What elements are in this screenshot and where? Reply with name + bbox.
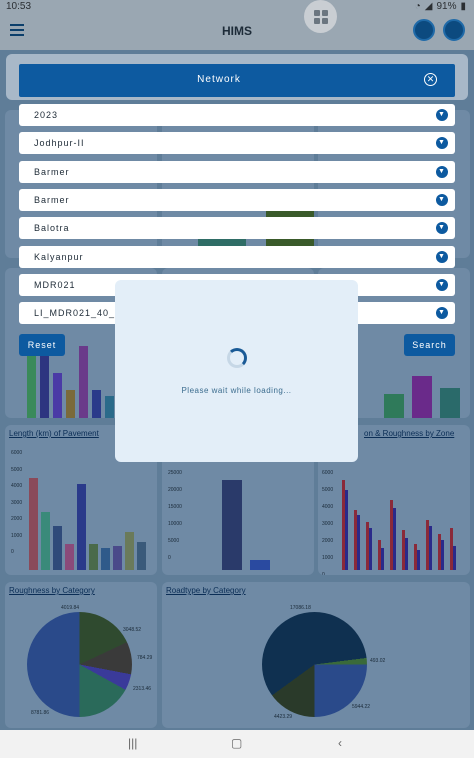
system-nav-bar: ||| ▢ ‹ (0, 730, 474, 758)
signal-icon: ◢ (424, 1, 433, 12)
bar (101, 548, 110, 570)
bar (137, 542, 146, 570)
chart-title: Roadtype by Category (166, 586, 246, 595)
wifi-icon: ◔ (414, 1, 421, 12)
page-title: HIMS (222, 24, 252, 38)
home-icon[interactable]: ▢ (231, 736, 243, 750)
chevron-down-icon: ▼ (436, 137, 448, 149)
chevron-down-icon: ▼ (436, 109, 448, 121)
chart-title: on & Roughness by Zone (364, 429, 455, 438)
spinner-icon (227, 348, 247, 368)
bar (89, 544, 98, 570)
battery-icon: ▮ (460, 1, 466, 12)
network-title: Network (197, 74, 241, 85)
bar (222, 480, 242, 570)
chevron-down-icon: ▼ (436, 279, 448, 291)
chevron-down-icon: ▼ (436, 222, 448, 234)
roughness-pie-chart: Roughness by Category 4019.84 3048.52 78… (5, 582, 157, 728)
status-time: 10:53 (6, 1, 32, 12)
grid-menu-button[interactable] (304, 0, 337, 33)
subdivision-dropdown[interactable]: Balotra ▼ (19, 217, 455, 239)
chart-title: Length (km) of Pavement (9, 429, 99, 438)
search-button[interactable]: Search (404, 334, 455, 356)
roadtype-pie-chart: Roadtype by Category 17086.18 493.02 594… (162, 582, 470, 728)
reset-button[interactable]: Reset (19, 334, 65, 356)
chevron-down-icon: ▼ (436, 251, 448, 263)
loading-dialog: Please wait while loading... (115, 280, 358, 462)
bar (250, 560, 270, 570)
bar (41, 512, 50, 570)
close-icon[interactable]: ✕ (424, 73, 437, 86)
year-dropdown[interactable]: 2023 ▼ (19, 104, 455, 126)
bar (29, 478, 38, 570)
chart-title: Roughness by Category (9, 586, 95, 595)
bar (125, 532, 134, 570)
bar (77, 484, 86, 570)
recents-icon[interactable]: ||| (128, 736, 138, 750)
info-icon[interactable] (443, 19, 465, 41)
status-bar: 10:53 ◔ ◢ 91% ▮ (0, 0, 474, 14)
filter-icon[interactable] (413, 19, 435, 41)
menu-icon[interactable] (10, 24, 24, 36)
block-dropdown[interactable]: Kalyanpur ▼ (19, 246, 455, 268)
bar (65, 544, 74, 570)
bar (53, 526, 62, 570)
app-bar: HIMS (0, 14, 474, 50)
chevron-down-icon: ▼ (436, 166, 448, 178)
chevron-down-icon: ▼ (436, 307, 448, 319)
network-header: Network ✕ (19, 64, 455, 97)
chevron-down-icon: ▼ (436, 194, 448, 206)
pie (27, 612, 132, 717)
zone-dropdown[interactable]: Jodhpur-II ▼ (19, 132, 455, 154)
pie (262, 612, 367, 717)
bar (113, 546, 122, 570)
division-dropdown[interactable]: Barmer ▼ (19, 189, 455, 211)
loading-message: Please wait while loading... (181, 386, 292, 395)
back-icon[interactable]: ‹ (338, 736, 342, 750)
battery-level: 91% (436, 1, 457, 12)
circle-dropdown[interactable]: Barmer ▼ (19, 161, 455, 183)
